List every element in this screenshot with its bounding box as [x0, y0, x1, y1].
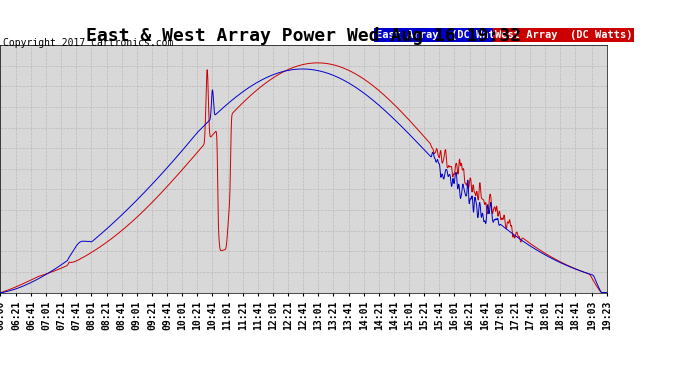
Text: East Array  (DC Watts): East Array (DC Watts): [377, 30, 514, 40]
Text: Copyright 2017 Cartronics.com: Copyright 2017 Cartronics.com: [3, 38, 174, 48]
Text: West Array  (DC Watts): West Array (DC Watts): [495, 30, 632, 40]
Title: East & West Array Power Wed Aug 16 19:32: East & West Array Power Wed Aug 16 19:32: [86, 27, 521, 45]
